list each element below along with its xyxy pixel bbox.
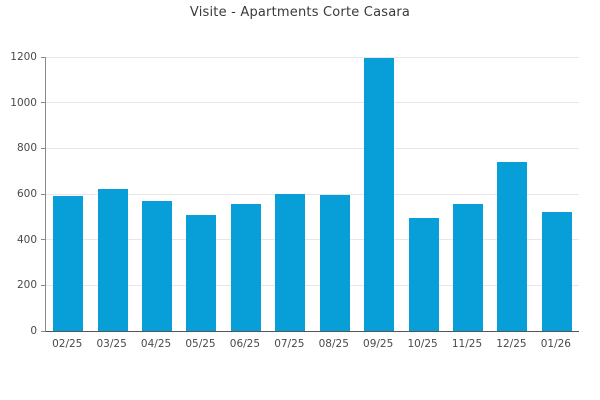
y-tick-label: 1200 — [10, 51, 37, 63]
bar-slot-11/25 — [446, 57, 490, 331]
chart-title: Visite - Apartments Corte Casara — [189, 5, 411, 20]
bar-10/25 — [408, 217, 439, 331]
y-tick-label: 1000 — [10, 96, 37, 109]
y-axis-tick — [41, 239, 45, 241]
y-axis-tick — [41, 193, 45, 195]
bar-slot-08/25 — [313, 57, 357, 331]
bar-slot-06/25 — [224, 57, 268, 331]
bar-08/25 — [319, 195, 350, 331]
bar-slot-04/25 — [135, 57, 179, 331]
y-tick-label: 0 — [30, 325, 37, 337]
x-tick-label-04/25: 04/25 — [140, 338, 172, 350]
bar-01/26 — [541, 212, 572, 331]
bar-02/25 — [53, 196, 84, 331]
bar-slot-02/25 — [46, 57, 90, 331]
bar-09/25 — [364, 58, 395, 331]
gridline-y-400 — [46, 239, 579, 241]
gridline-y-600 — [46, 193, 579, 195]
x-tick-label-03/25: 03/25 — [96, 338, 127, 350]
y-axis-tick — [41, 56, 45, 58]
plot-area: 0 200 400 600 800 1000 1200 — [10, 51, 579, 337]
x-tick-label-05/25: 05/25 — [185, 338, 216, 350]
bar-slot-12/25 — [490, 57, 534, 331]
y-axis-tick — [41, 147, 45, 149]
y-tick-label: 600 — [16, 188, 37, 200]
y-axis-tick — [41, 330, 45, 332]
y-axis-tick — [41, 102, 45, 104]
bar-slot-10/25 — [401, 57, 445, 331]
y-tick-label: 200 — [16, 279, 37, 292]
x-tick-label-02/25: 02/25 — [52, 338, 83, 350]
bar-07/25 — [275, 194, 306, 331]
x-tick-label-11/25: 11/25 — [451, 338, 483, 350]
bar-11/25 — [453, 204, 483, 331]
y-tick-label: 400 — [16, 233, 37, 246]
bar-slot-01/26 — [535, 57, 579, 331]
x-tick-label-09/25: 09/25 — [363, 338, 394, 350]
y-axis-tick — [41, 284, 45, 286]
x-tick-label-12/25: 12/25 — [496, 338, 527, 350]
bar-slot-05/25 — [179, 57, 223, 331]
bar-slot-09/25 — [357, 57, 401, 331]
x-tick-label-10/25: 10/25 — [407, 338, 438, 350]
gridline-y-200 — [46, 284, 579, 286]
y-tick-label: 800 — [16, 142, 37, 155]
x-tick-label-07/25: 07/25 — [274, 338, 305, 350]
bar-slot-03/25 — [90, 57, 134, 331]
x-tick-label-01/26: 01/26 — [540, 338, 571, 350]
gridline-y-1200 — [46, 56, 579, 58]
bar-slot-07/25 — [268, 57, 312, 331]
bar-03/25 — [97, 189, 128, 331]
gridline-y-1000 — [46, 102, 579, 104]
x-tick-label-08/25: 08/25 — [318, 338, 349, 350]
bars-row — [46, 57, 579, 331]
x-axis-labels: 02/25 03/25 04/25 05/25 06/25 07/25 08/25 09/25… — [45, 338, 578, 350]
bar-05/25 — [186, 214, 217, 331]
gridline-y-800 — [46, 147, 579, 149]
x-tick-label-06/25: 06/25 — [229, 338, 261, 350]
bar-12/25 — [497, 162, 528, 331]
bar-06/25 — [230, 204, 261, 331]
bar-04/25 — [142, 200, 173, 331]
